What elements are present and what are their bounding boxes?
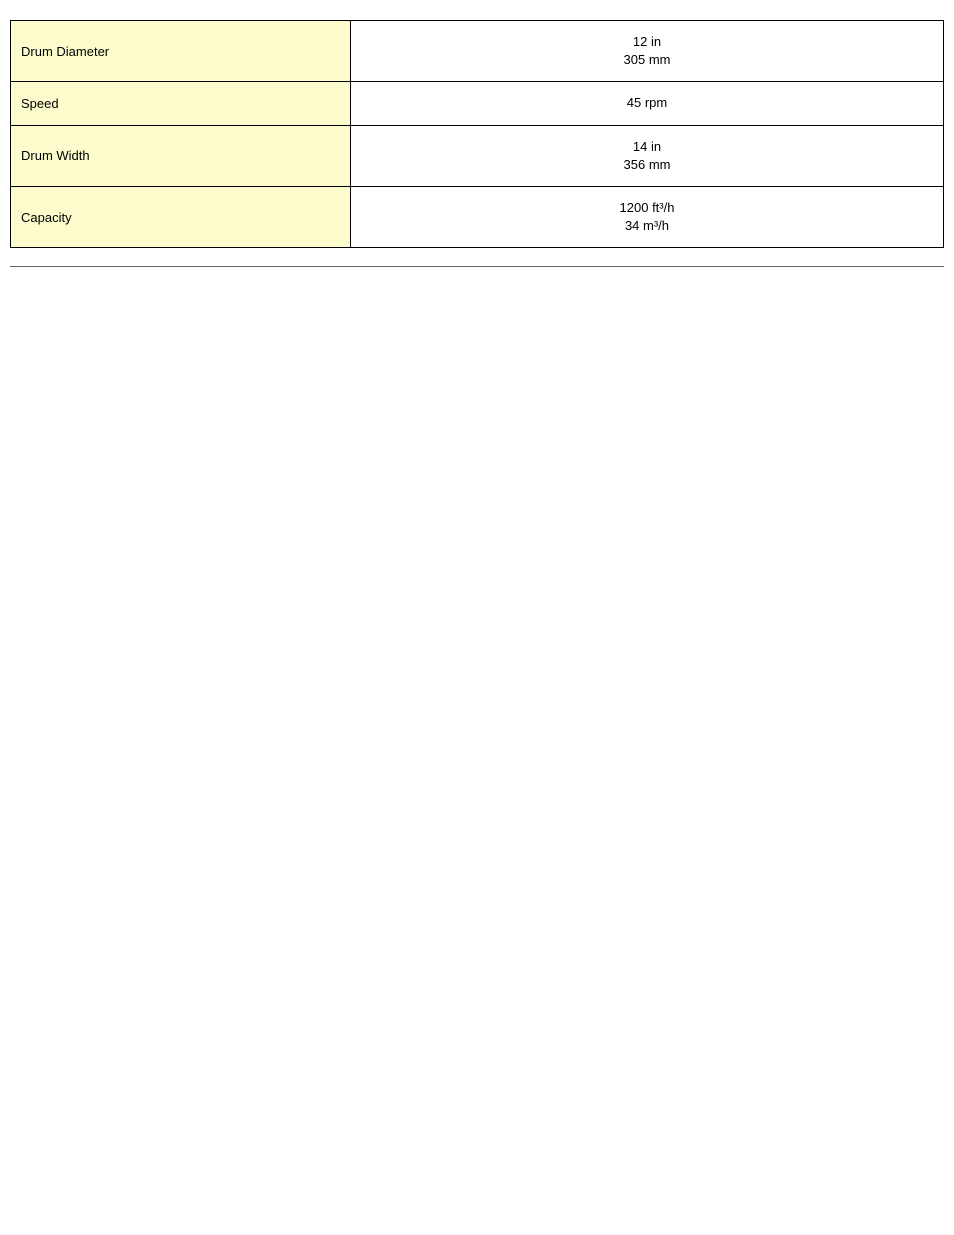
table-row: Speed 45 rpm [11, 82, 944, 125]
table-row: Drum Width 14 in356 mm [11, 125, 944, 186]
section-divider [10, 266, 944, 267]
spec-value: 45 rpm [351, 82, 944, 125]
spec-value: 14 in356 mm [351, 125, 944, 186]
spec-label: Capacity [11, 186, 351, 247]
spec-label: Drum Width [11, 125, 351, 186]
table-row: Drum Diameter 12 in305 mm [11, 21, 944, 82]
spec-value: 1200 ft³/h34 m³/h [351, 186, 944, 247]
spec-label: Speed [11, 82, 351, 125]
specifications-table: Drum Diameter 12 in305 mm Speed 45 rpm D… [10, 20, 944, 248]
table-row: Capacity 1200 ft³/h34 m³/h [11, 186, 944, 247]
spec-label: Drum Diameter [11, 21, 351, 82]
spec-value: 12 in305 mm [351, 21, 944, 82]
